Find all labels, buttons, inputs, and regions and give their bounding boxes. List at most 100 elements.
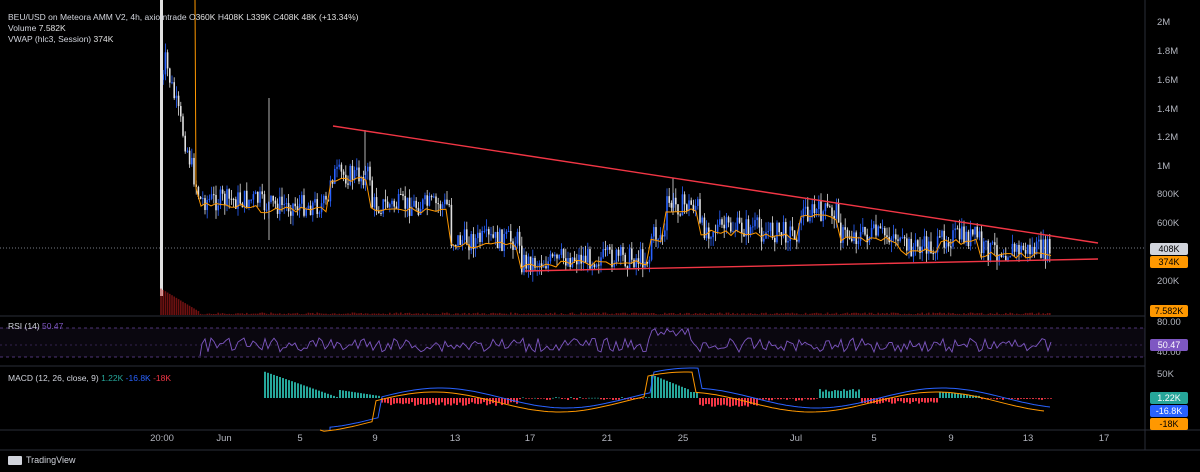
- candle-body: [477, 232, 479, 239]
- volume-bar: [708, 314, 710, 315]
- volume-bar: [534, 313, 536, 315]
- volume-bar: [345, 313, 347, 315]
- macd-histogram-bar: [1020, 398, 1022, 399]
- candle-body: [921, 246, 923, 254]
- volume-bar: [736, 313, 739, 315]
- volume-bar: [166, 292, 169, 315]
- volume-bar: [840, 313, 842, 315]
- candle-body: [499, 229, 501, 249]
- vwap-legend[interactable]: VWAP (hlc3, Session) 374K: [8, 34, 114, 44]
- macd-histogram-bar: [498, 398, 500, 403]
- candle-body: [884, 228, 886, 236]
- candle-body: [958, 228, 961, 240]
- macd-histogram-bar: [483, 398, 485, 403]
- macd-histogram-bar: [285, 379, 287, 398]
- volume-legend[interactable]: Volume 7.582K: [8, 23, 66, 33]
- candle-body: [897, 239, 899, 241]
- candle-body: [483, 230, 486, 232]
- volume-bar: [950, 313, 952, 315]
- volume-bar: [622, 312, 624, 315]
- volume-bar: [1035, 313, 1038, 315]
- volume-bar: [1038, 312, 1040, 315]
- candle-body: [435, 196, 437, 204]
- candle-body: [752, 226, 754, 228]
- rsi-legend[interactable]: RSI (14) 50.47: [8, 321, 64, 331]
- candle-body: [578, 254, 580, 265]
- macd-histogram-bar: [870, 398, 872, 404]
- candle-body: [314, 199, 316, 203]
- macd-histogram-bar: [915, 398, 917, 402]
- volume-bar: [397, 313, 400, 315]
- candle-body: [954, 228, 956, 231]
- candle-body: [697, 199, 699, 206]
- candle-body: [617, 249, 620, 256]
- candle-body: [463, 229, 466, 240]
- candle-body: [382, 199, 384, 214]
- macd-histogram-bar: [798, 398, 800, 401]
- macd-histogram-bar: [513, 398, 515, 403]
- macd-histogram-bar: [690, 392, 692, 398]
- volume-bar: [701, 313, 703, 315]
- volume-bar: [1049, 313, 1051, 315]
- candle-body: [870, 227, 873, 237]
- candle-body: [1040, 239, 1042, 258]
- volume-bar: [490, 313, 492, 315]
- candle-body: [1013, 243, 1016, 252]
- macd-histogram-bar: [588, 397, 590, 399]
- volume-bar: [820, 313, 822, 315]
- volume-bar: [877, 312, 879, 315]
- macd-legend[interactable]: MACD (12, 26, close, 9) 1.22K -16.8K -18…: [8, 373, 172, 383]
- volume-bar: [424, 314, 426, 315]
- candle-body: [952, 230, 954, 247]
- candle-body: [210, 194, 213, 199]
- volume-bar: [613, 314, 615, 315]
- time-axis-label: 9: [372, 433, 378, 444]
- macd-histogram-bar: [339, 390, 341, 398]
- volume-bar: [576, 314, 578, 315]
- volume-bar: [670, 312, 673, 315]
- candle-body: [301, 195, 303, 204]
- candle-body: [270, 195, 272, 202]
- macd-histogram-bar: [372, 394, 374, 398]
- candle-body: [492, 234, 494, 238]
- candle-body: [193, 157, 195, 185]
- macd-histogram-bar: [768, 398, 770, 401]
- volume-bar: [274, 313, 277, 315]
- macd-histogram-bar: [924, 398, 926, 403]
- macd-histogram-bar: [297, 383, 299, 398]
- volume-bar: [494, 313, 497, 315]
- volume-bar: [1013, 314, 1016, 315]
- candle-body: [804, 206, 807, 209]
- macd-histogram-bar: [330, 394, 332, 398]
- macd-histogram-bar: [645, 397, 647, 398]
- volume-bar: [796, 313, 798, 315]
- candle-body: [972, 229, 974, 235]
- volume-bar: [584, 312, 587, 315]
- macd-histogram-bar: [726, 398, 728, 406]
- volume-bar: [892, 312, 895, 315]
- macd-histogram-bar: [270, 373, 272, 398]
- candle-body: [646, 261, 648, 264]
- tradingview-branding[interactable]: TradingView: [8, 455, 76, 465]
- vwap-line: [194, 0, 1052, 270]
- symbol-title[interactable]: BEU/USD on Meteora AMM V2, 4h, axiomtrad…: [8, 12, 187, 22]
- candle-body: [591, 264, 593, 269]
- macd-histogram-bar: [849, 389, 851, 398]
- volume-bar: [305, 313, 307, 315]
- volume-bar: [972, 312, 974, 315]
- volume-bar: [206, 313, 208, 315]
- volume-bar: [514, 312, 516, 315]
- macd-hist-tag: 1.22K: [1150, 392, 1188, 404]
- candle-body: [851, 238, 853, 242]
- volume-bar: [875, 314, 877, 315]
- macd-histogram-bar: [918, 398, 920, 404]
- candle-body: [252, 194, 255, 200]
- candle-body: [1024, 249, 1027, 254]
- volume-bar: [996, 312, 998, 315]
- candle-body: [624, 254, 626, 267]
- candle-body: [199, 196, 202, 199]
- macd-histogram-bar: [600, 398, 602, 400]
- volume-bar: [639, 313, 642, 315]
- volume-bar: [756, 314, 758, 315]
